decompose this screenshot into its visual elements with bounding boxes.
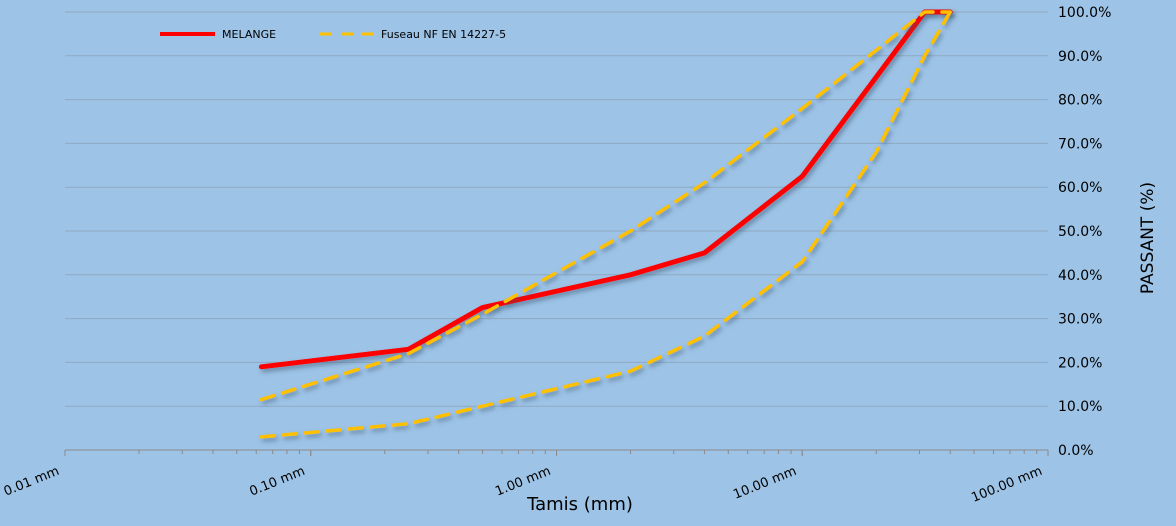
y-tick-label: 40.0% bbox=[1058, 268, 1102, 284]
y-tick-label: 60.0% bbox=[1058, 180, 1102, 196]
y-axis-tick-labels: 0.0% 10.0% 20.0% 30.0% 40.0% 50.0% 60.0% 70.0% 8… bbox=[1058, 5, 1111, 459]
y-tick-label: 50.0% bbox=[1058, 224, 1102, 240]
series-fuseau-upper-line bbox=[261, 12, 950, 400]
y-tick-label: 30.0% bbox=[1058, 312, 1102, 328]
gridlines bbox=[65, 12, 1048, 406]
y-axis-title: PASSANT (%) bbox=[1138, 182, 1158, 294]
series-lines bbox=[261, 12, 950, 437]
legend-label: Fuseau NF EN 14227-5 bbox=[381, 28, 506, 41]
x-axis bbox=[65, 450, 1048, 456]
y-tick-label: 0.0% bbox=[1058, 443, 1094, 459]
legend: MELANGE Fuseau NF EN 14227-5 bbox=[160, 28, 506, 41]
x-tick-label: 0.01 mm bbox=[2, 464, 62, 500]
series-fuseau-lower-line bbox=[261, 12, 950, 437]
x-axis-title: Tamis (mm) bbox=[526, 494, 633, 515]
y-tick-label: 10.0% bbox=[1058, 399, 1102, 415]
y-tick-label: 90.0% bbox=[1058, 49, 1102, 65]
legend-label: MELANGE bbox=[222, 28, 276, 41]
y-tick-label: 20.0% bbox=[1058, 355, 1102, 371]
y-tick-label: 70.0% bbox=[1058, 136, 1102, 152]
series-melange-line bbox=[261, 12, 950, 367]
x-tick-label: 0.10 mm bbox=[247, 464, 307, 500]
y-tick-label: 80.0% bbox=[1058, 93, 1102, 109]
x-tick-label: 100.00 mm bbox=[969, 464, 1044, 506]
x-tick-label: 10.00 mm bbox=[731, 464, 798, 503]
y-tick-label: 100.0% bbox=[1058, 5, 1111, 21]
